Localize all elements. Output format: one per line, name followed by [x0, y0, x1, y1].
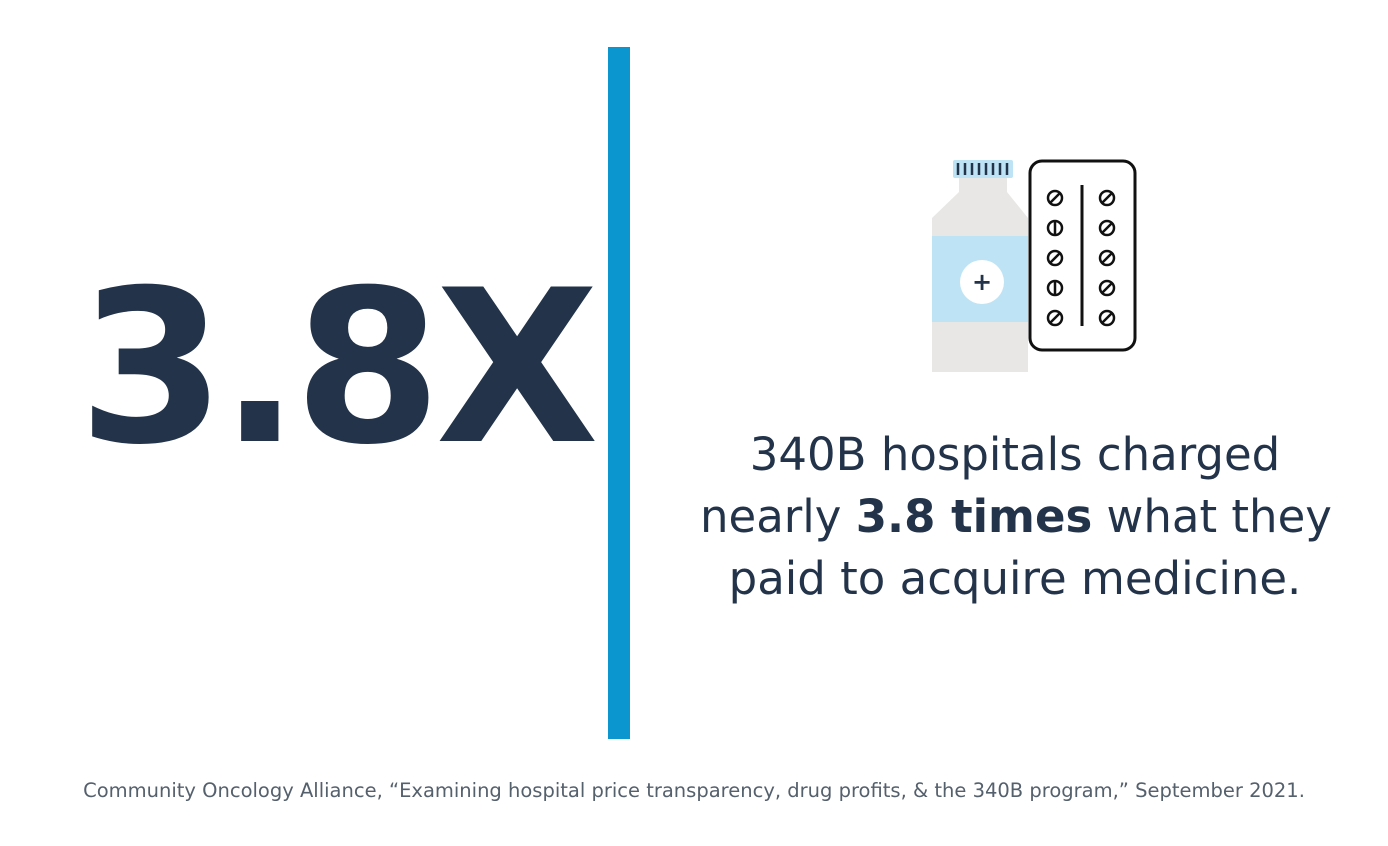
bottle-plus-symbol: + — [972, 268, 992, 296]
source-citation: Community Oncology Alliance, “Examining … — [83, 779, 1305, 802]
pill-icon — [1046, 219, 1064, 237]
pill-icon — [1046, 249, 1064, 267]
message-line-2-start: nearly — [700, 490, 856, 543]
medicine-illustration: + — [925, 158, 1140, 376]
medicine-illustration-svg: + — [932, 159, 1137, 372]
pill-blister-pack-icon — [1028, 159, 1137, 352]
pill-icon — [1046, 279, 1064, 297]
headline-stat: 3.8X — [78, 244, 599, 491]
vertical-divider — [608, 47, 630, 739]
message-line-1: 340B hospitals charged — [749, 428, 1281, 481]
message-line-2-end: what they — [1092, 490, 1332, 543]
message-text: 340B hospitals charged nearly 3.8 times … — [700, 424, 1332, 610]
pill-icon — [1046, 189, 1064, 207]
message-emphasis: 3.8 times — [855, 490, 1093, 543]
pill-icon — [1046, 309, 1064, 327]
pill-grid — [1046, 189, 1116, 327]
pill-icon — [1098, 309, 1116, 327]
pill-icon — [1098, 249, 1116, 267]
message-line-3: paid to acquire medicine. — [728, 552, 1302, 605]
medicine-bottle-icon: + — [932, 160, 1028, 372]
pill-icon — [1098, 219, 1116, 237]
pill-icon — [1098, 279, 1116, 297]
message-line-2: nearly 3.8 times what they — [700, 486, 1332, 548]
pill-icon — [1098, 189, 1116, 207]
